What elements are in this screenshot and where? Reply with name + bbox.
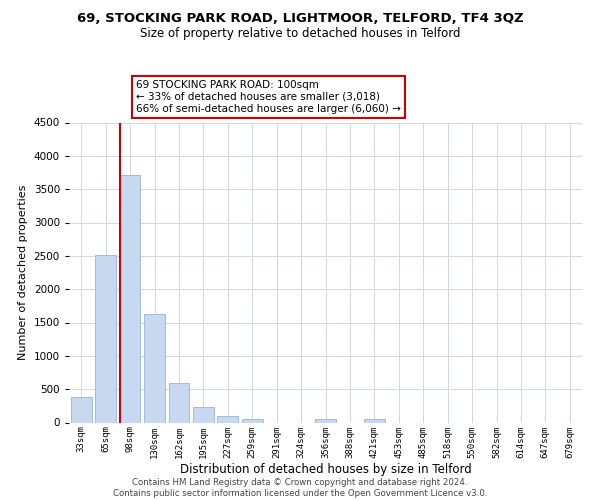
Bar <box>217 416 238 422</box>
X-axis label: Distribution of detached houses by size in Telford: Distribution of detached houses by size … <box>179 463 472 476</box>
Bar <box>144 314 165 422</box>
Text: 69 STOCKING PARK ROAD: 100sqm
← 33% of detached houses are smaller (3,018)
66% o: 69 STOCKING PARK ROAD: 100sqm ← 33% of d… <box>136 80 401 114</box>
Bar <box>242 418 263 422</box>
Bar <box>119 174 140 422</box>
Bar <box>95 254 116 422</box>
Bar <box>169 382 190 422</box>
Text: Size of property relative to detached houses in Telford: Size of property relative to detached ho… <box>140 28 460 40</box>
Bar <box>71 397 92 422</box>
Bar <box>364 419 385 422</box>
Text: Contains HM Land Registry data © Crown copyright and database right 2024.
Contai: Contains HM Land Registry data © Crown c… <box>113 478 487 498</box>
Y-axis label: Number of detached properties: Number of detached properties <box>18 185 28 360</box>
Bar <box>315 418 336 422</box>
Bar <box>193 406 214 422</box>
Text: 69, STOCKING PARK ROAD, LIGHTMOOR, TELFORD, TF4 3QZ: 69, STOCKING PARK ROAD, LIGHTMOOR, TELFO… <box>77 12 523 26</box>
